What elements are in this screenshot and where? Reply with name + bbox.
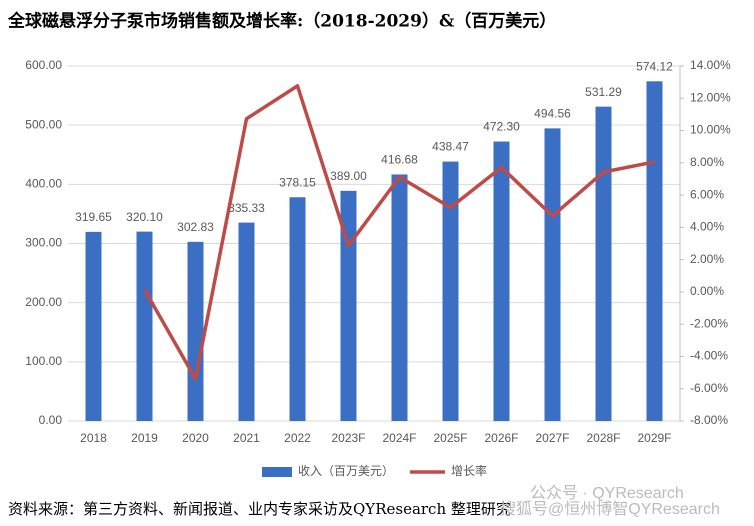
data-label: 302.83: [177, 220, 214, 234]
y-tick-label: 100.00: [25, 354, 62, 368]
data-label: 531.29: [585, 85, 622, 99]
x-tick-label: 2023F: [331, 431, 365, 445]
y2-tick-label: 6.00%: [690, 187, 724, 201]
data-label: 574.12: [636, 59, 673, 73]
x-tick-label: 2026F: [484, 431, 518, 445]
y-tick-label: 500.00: [25, 117, 62, 131]
data-label: 319.65: [75, 210, 112, 224]
y-tick-label: 200.00: [25, 295, 62, 309]
legend-label: 收入（百万美元）: [298, 464, 394, 478]
y2-tick-label: 8.00%: [690, 155, 724, 169]
x-tick-label: 2019: [131, 431, 158, 445]
y2-tick-label: 4.00%: [690, 220, 724, 234]
bar: [85, 231, 102, 421]
line: [142, 84, 655, 381]
data-label: 472.30: [483, 120, 520, 134]
y2-tick-label: -6.00%: [690, 381, 728, 395]
bar: [442, 161, 459, 422]
x-tick-label: 2028F: [586, 431, 620, 445]
x-tick-label: 2020: [182, 431, 209, 445]
bar: [187, 241, 204, 421]
y2-tick-label: 14.00%: [690, 58, 731, 72]
x-tick-label: 2027F: [535, 431, 569, 445]
y-tick-label: 600.00: [25, 58, 62, 72]
bar: [136, 231, 153, 421]
bar: [595, 106, 612, 422]
x-tick-label: 2018: [80, 431, 107, 445]
bar: [391, 174, 408, 421]
data-label: 320.10: [126, 210, 163, 224]
y-tick-label: 400.00: [25, 177, 62, 191]
bar: [544, 128, 561, 422]
data-label: 438.47: [432, 140, 469, 154]
legend-swatch: [262, 467, 292, 477]
legend-label: 增长率: [451, 463, 487, 478]
watermark: 公众号 · QYResearch: [530, 484, 684, 502]
data-label: 389.00: [330, 169, 367, 183]
data-label: 378.15: [279, 175, 316, 189]
x-tick-label: 2021: [233, 431, 260, 445]
y-tick-label: 300.00: [25, 236, 62, 250]
y2-tick-label: 10.00%: [690, 123, 731, 137]
bar: [289, 197, 306, 421]
chart-title: 全球磁悬浮分子泵市场销售额及增长率:（2018-2029）&（百万美元）: [7, 11, 556, 32]
y2-tick-label: -4.00%: [690, 349, 728, 363]
y2-tick-label: -2.00%: [690, 316, 728, 330]
bar: [646, 81, 663, 422]
data-label: 416.68: [381, 153, 418, 167]
x-tick-label: 2022: [284, 431, 311, 445]
source: 资料来源：第三方资料、新闻报道、业内专家采访及QYResearch 整理研究: [8, 500, 511, 518]
y2-tick-label: 0.00%: [690, 284, 724, 298]
data-label: 494.56: [534, 107, 571, 121]
bar: [238, 222, 255, 421]
data-label: 335.33: [228, 201, 265, 215]
x-tick-label: 2025F: [433, 431, 467, 445]
watermark: 搜狐号@恒州博智QYResearch: [500, 500, 720, 518]
x-tick-label: 2029F: [637, 431, 671, 445]
bar: [340, 190, 357, 421]
y2-tick-label: 12.00%: [690, 90, 731, 104]
y-tick-label: 0.00: [39, 413, 63, 427]
y2-tick-label: -8.00%: [690, 413, 728, 427]
y2-tick-label: 2.00%: [690, 252, 724, 266]
bar: [493, 141, 510, 421]
x-tick-label: 2024F: [382, 431, 416, 445]
